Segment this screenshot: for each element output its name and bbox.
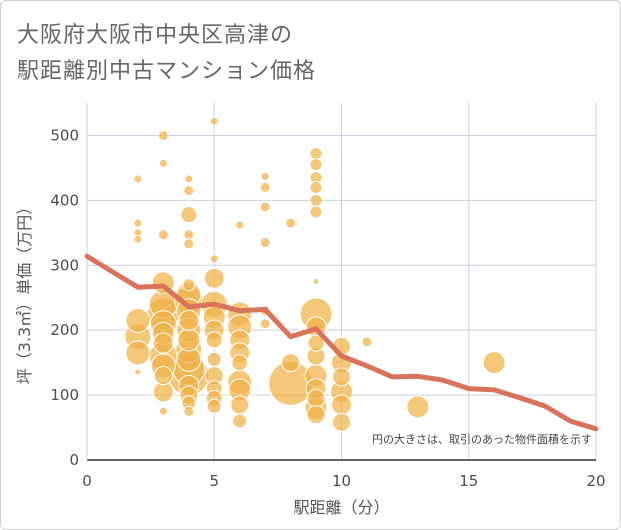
scatter-point [203, 267, 225, 289]
scatter-point [259, 237, 271, 249]
scatter-point [158, 158, 168, 168]
scatter-point [153, 366, 173, 386]
scatter-point [133, 234, 143, 244]
scatter-point [285, 217, 297, 229]
grid-lines [86, 103, 597, 461]
scatter-point [183, 229, 195, 241]
scatter-point [184, 174, 194, 184]
scatter-point [231, 354, 249, 372]
x-tick-label: 10 [332, 472, 351, 490]
scatter-point [209, 116, 219, 126]
scatter-point [312, 278, 320, 285]
scatter-point [158, 406, 168, 416]
x-tick-label: 5 [209, 472, 219, 490]
y-tick-label: 400 [50, 191, 79, 209]
scatter-point [482, 351, 506, 375]
scatter-point [133, 218, 143, 228]
scatter-point [206, 398, 222, 414]
y-tick-label: 500 [50, 126, 79, 144]
scatter-point [332, 367, 351, 387]
scatter-point [259, 181, 271, 193]
y-tick-label: 200 [50, 321, 79, 339]
scatter-point [125, 340, 151, 366]
scatter-point [209, 254, 219, 264]
scatter-point [125, 307, 151, 333]
scatter-point [206, 351, 222, 367]
chart-title-line-1: 大阪府大阪市中央区高津の [17, 23, 294, 48]
scatter-point [361, 336, 373, 348]
scatter-point [331, 394, 352, 416]
scatter-point [406, 395, 430, 419]
scatter-point [232, 413, 248, 429]
scatter-point [309, 205, 323, 219]
scatter-points [124, 116, 506, 432]
scatter-point [309, 193, 323, 207]
scatter-point [157, 229, 169, 241]
scatter-point [306, 405, 326, 425]
y-tick-label: 100 [50, 386, 79, 404]
x-tick-labels: 0 5 10 15 20 [82, 472, 605, 490]
scatter-point [134, 368, 142, 376]
scatter-point [309, 158, 323, 172]
size-note: 円の大きさは、取引のあった物件面積を示す [372, 432, 592, 446]
scatter-point [183, 238, 195, 250]
scatter-point [178, 309, 200, 331]
scatter-point [259, 201, 271, 213]
scatter-point [260, 171, 270, 181]
y-tick-labels: 0 100 200 300 400 500 [50, 126, 79, 469]
scatter-point [183, 185, 195, 197]
scatter-point [152, 332, 174, 354]
x-tick-label: 20 [586, 472, 605, 490]
scatter-point [306, 388, 326, 408]
scatter-point [235, 220, 245, 230]
scatter-point [133, 174, 143, 184]
y-tick-label: 300 [50, 256, 79, 274]
y-axis-label: 坪（3.3㎡）単価（万円） [15, 199, 34, 384]
scatter-point [182, 278, 196, 292]
y-tick-label: 0 [69, 451, 79, 469]
scatter-point [309, 180, 323, 194]
scatter-point [205, 331, 223, 349]
scatter-point [309, 147, 323, 161]
scatter-point [157, 129, 169, 141]
scatter-point [183, 405, 195, 417]
scatter-point [259, 318, 271, 330]
x-tick-label: 0 [82, 472, 92, 490]
trend-line [84, 253, 599, 432]
x-tick-label: 15 [459, 472, 478, 490]
scatter-point [230, 395, 250, 415]
chart-title-line-2: 駅距離別中古マンション価格 [17, 59, 317, 84]
x-axis-label: 駅距離（分） [293, 498, 389, 517]
scatter-point [332, 412, 351, 432]
scatter-point [307, 334, 325, 352]
scatter-point [281, 353, 301, 373]
scatter-point [180, 206, 198, 224]
scatter-point [177, 328, 201, 352]
